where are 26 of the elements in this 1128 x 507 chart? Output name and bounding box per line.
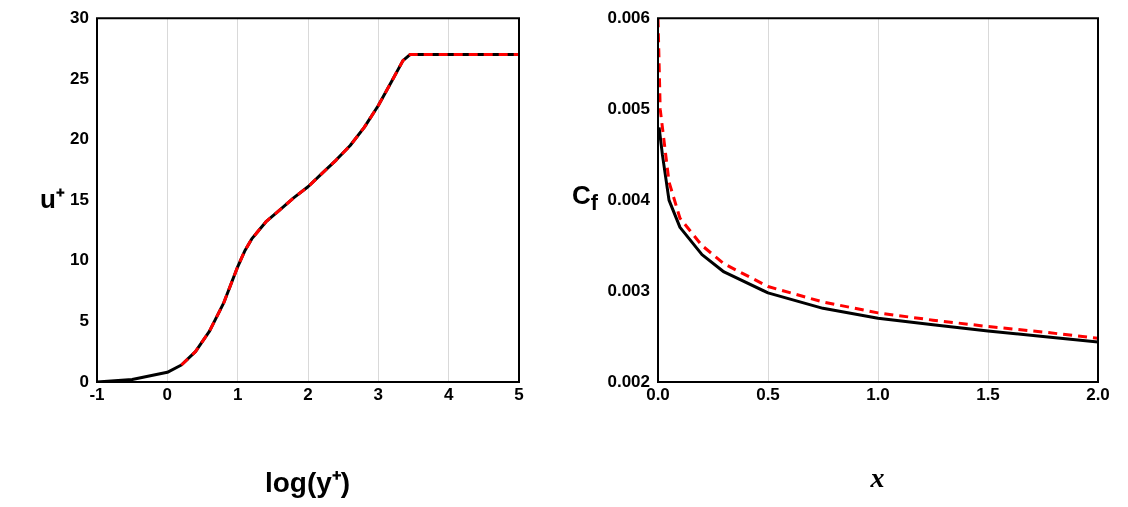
x-tick-label: 1 — [232, 384, 243, 404]
x-axis-title: x — [869, 462, 886, 494]
x-tick-label: 5 — [514, 384, 524, 404]
x-axis-title: log(y⁺) — [263, 466, 352, 500]
x-tick-label: 2 — [303, 384, 313, 404]
x-tick-label: 0.5 — [756, 384, 780, 404]
y-tick-label: 15 — [70, 189, 89, 209]
y-tick-label: 25 — [70, 68, 89, 88]
x-tick-label: 1.5 — [976, 384, 1000, 404]
y-axis-title: u⁺ — [40, 183, 65, 216]
y-tick-label: 10 — [70, 250, 89, 270]
y-tick-label: 0.006 — [607, 7, 650, 27]
x-tick-label: 4 — [443, 384, 454, 404]
x-tick-label: 0 — [162, 384, 173, 404]
y-axis-title: C$_{f}$ — [572, 180, 598, 217]
y-tick-label: 5 — [79, 311, 89, 331]
y-tick-label: 20 — [70, 129, 89, 149]
x-tick-label: -1 — [89, 384, 105, 404]
y-tick-label: 0.004 — [607, 189, 651, 209]
y-tick-label: 0.003 — [607, 280, 650, 300]
y-tick-label: 30 — [70, 7, 89, 27]
x-tick-label: 2.0 — [1086, 384, 1110, 404]
x-tick-label: 3 — [373, 384, 384, 404]
y-tick-label: 0.005 — [607, 98, 650, 118]
y-tick-label: 0 — [79, 371, 89, 391]
x-tick-label: 1.0 — [866, 384, 890, 404]
